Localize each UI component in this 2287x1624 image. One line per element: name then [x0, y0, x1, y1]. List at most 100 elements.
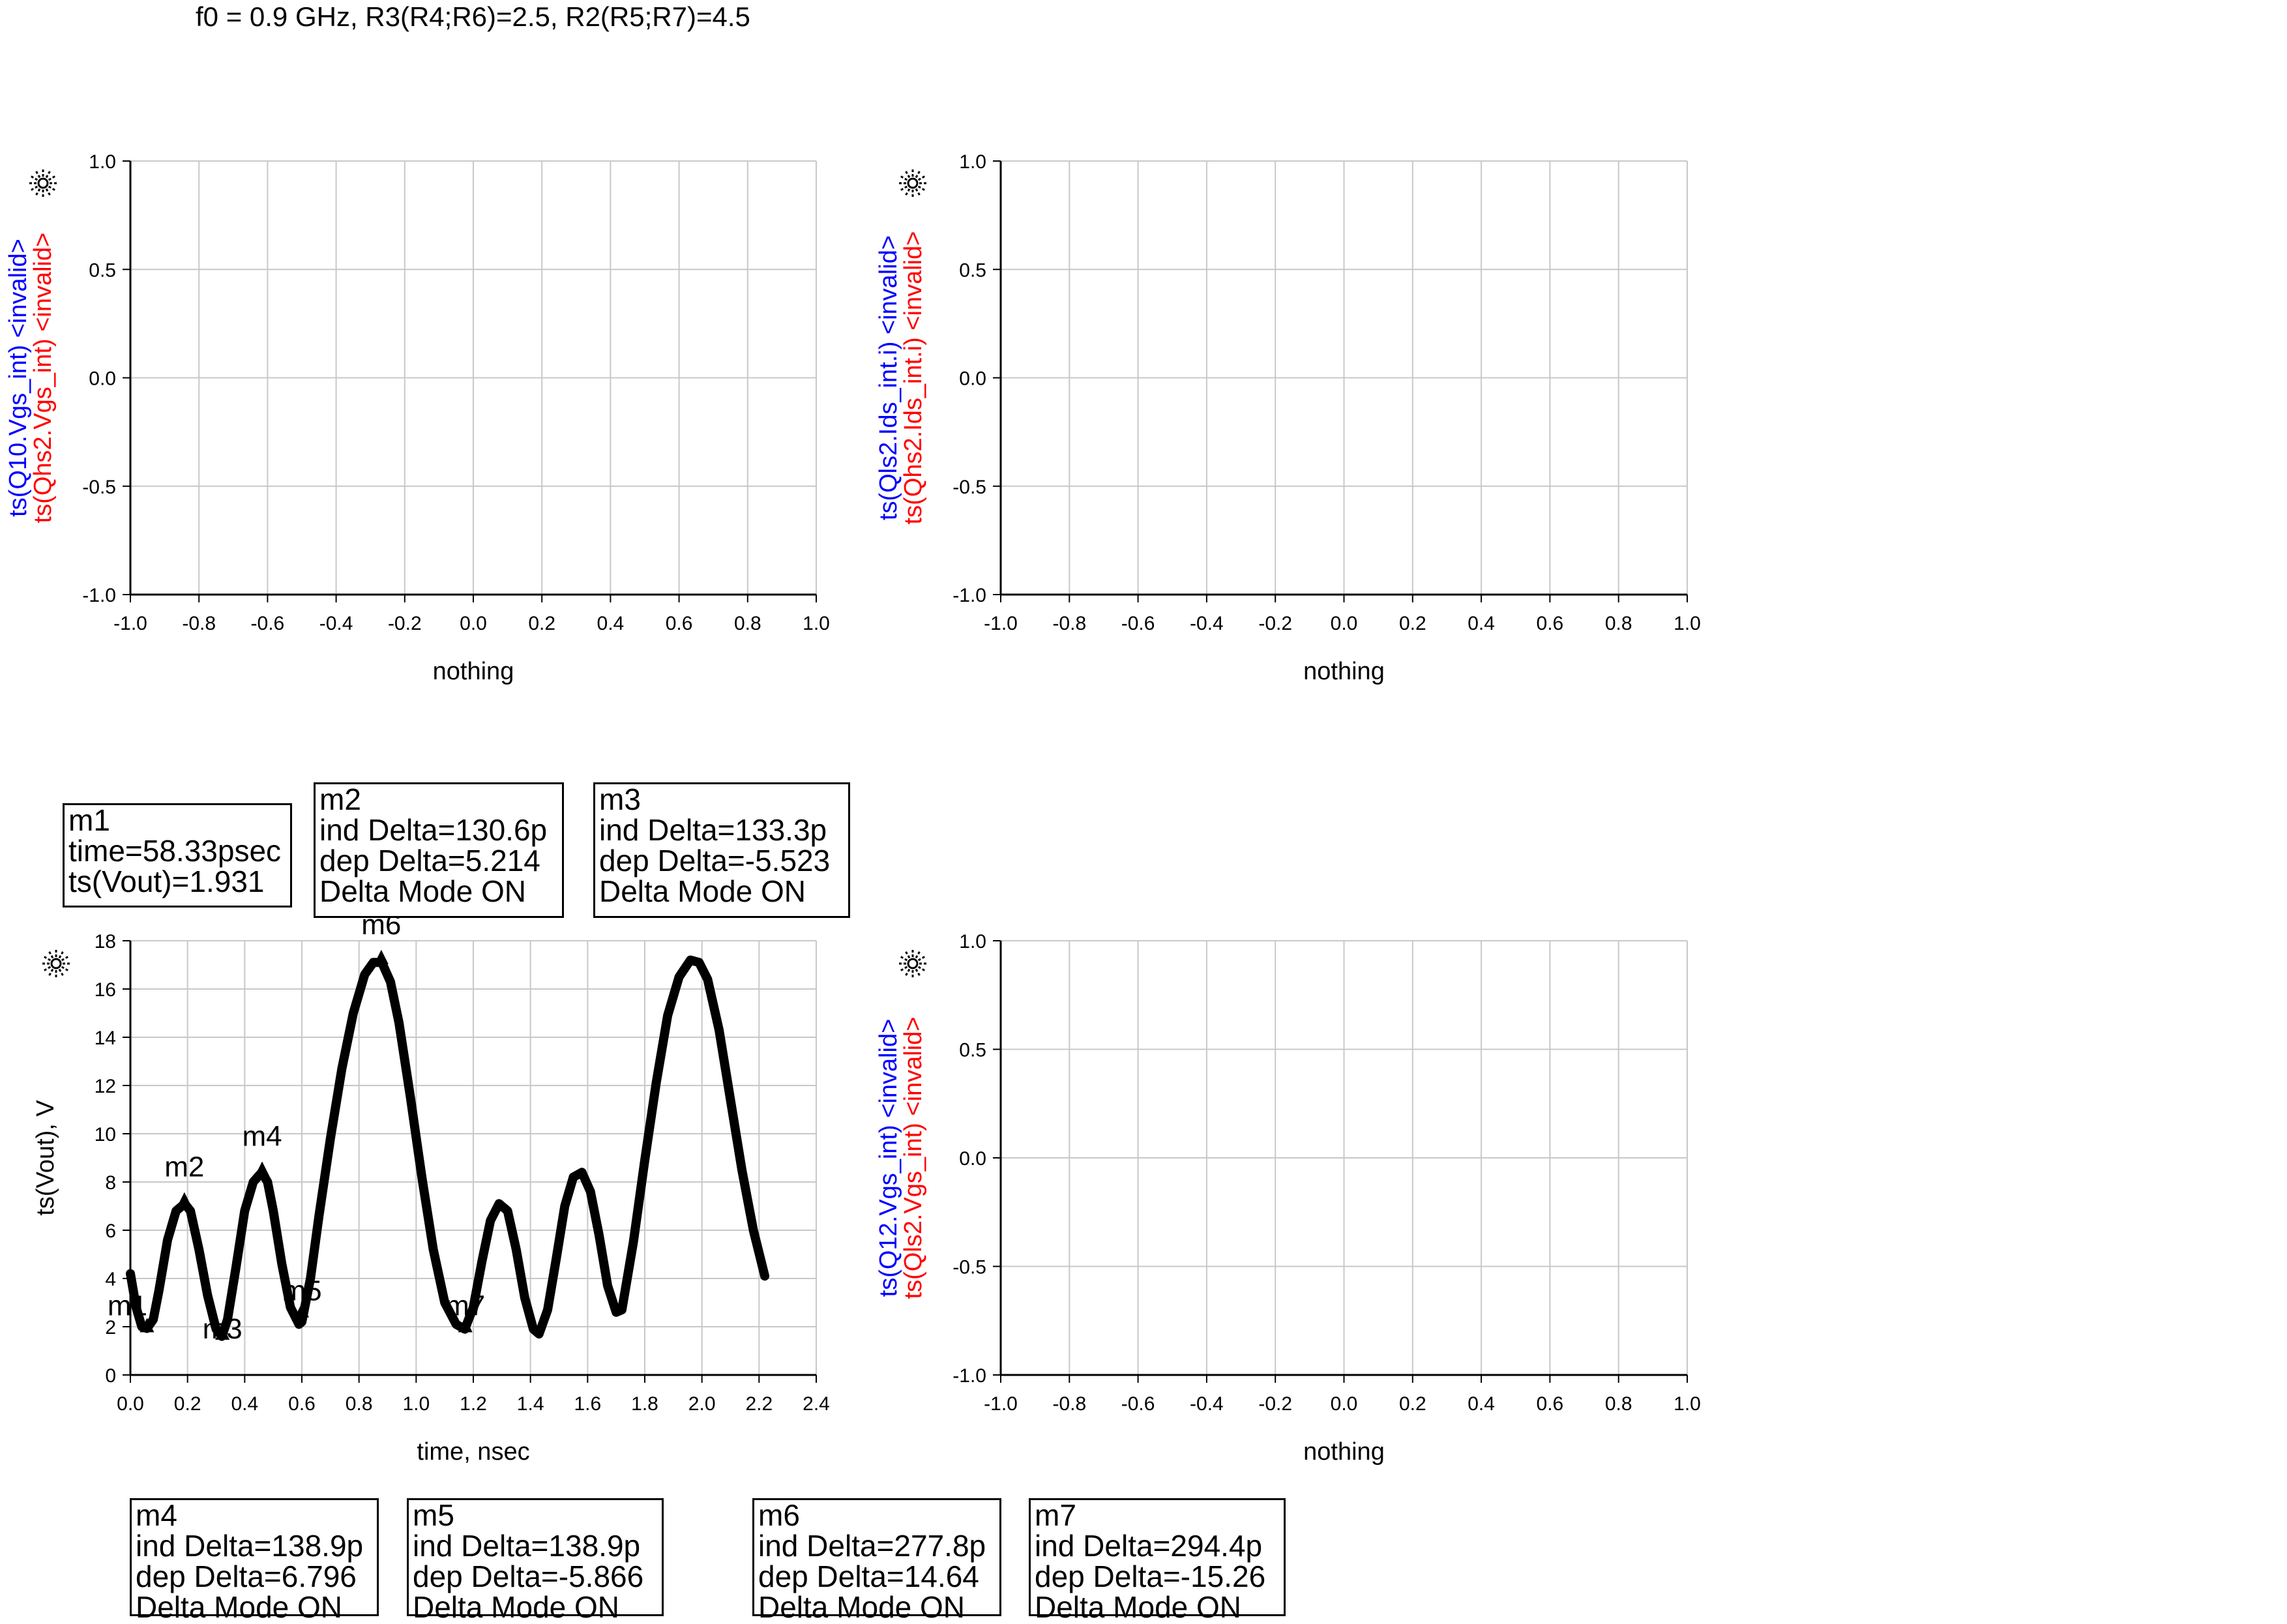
y-tick-label: 1.0	[959, 931, 986, 952]
icon-ray	[45, 169, 52, 179]
page-title: f0 = 0.9 GHz, R3(R4;R6)=2.5, R2(R5;R7)=4…	[196, 1, 750, 32]
plot-2: -1.0 -0.8 -0.6 -0.4 -0.2 0.0 0.2 0.4 0.6 0.8 1.0 1.…	[875, 151, 1701, 685]
marker-triangle	[140, 1318, 155, 1333]
marker-box-m6[interactable]: m6 ind Delta=277.8p dep Delta=14.64 Delt…	[752, 1498, 1001, 1623]
y-tick-label: -0.5	[952, 477, 986, 498]
y-tick-label: 0.5	[959, 259, 986, 281]
x-tick-label: -0.4	[1190, 1393, 1224, 1415]
icon-ray	[915, 968, 922, 978]
marker-box-line: m3	[599, 782, 641, 816]
marker-box-line: m6	[758, 1498, 800, 1532]
marker-box-line: Delta Mode ON	[1035, 1590, 1242, 1624]
icon-core	[37, 177, 49, 189]
marker-triangle	[374, 949, 389, 964]
x-tick-label: -0.6	[1121, 613, 1155, 634]
x-tick-label: 0.6	[666, 613, 693, 634]
y-tick-label: 18	[95, 931, 116, 952]
marker-box-m7[interactable]: m7 ind Delta=294.4p dep Delta=-15.26 Del…	[1029, 1498, 1286, 1623]
marker-box-line: ind Delta=294.4p	[1035, 1529, 1263, 1563]
marker-triangle	[295, 1303, 309, 1318]
marker-box-line: m2	[319, 782, 361, 816]
icon-core	[50, 958, 62, 969]
y-tick-label: -1.0	[952, 585, 986, 606]
x-tick-label: 2.2	[745, 1393, 773, 1415]
y-tick-label: 0.0	[89, 368, 116, 390]
y-axis-label-suffix: <invalid>	[875, 1019, 902, 1118]
x-tick-label: 2.0	[688, 1393, 716, 1415]
marker-box-line: dep Delta=-5.523	[599, 844, 831, 878]
x-tick-label: 1.6	[574, 1393, 601, 1415]
icon-ray	[34, 188, 41, 198]
x-tick-label: -1.0	[113, 613, 147, 634]
x-tick-label: 0.2	[528, 613, 555, 634]
x-tick-label: 2.4	[803, 1393, 830, 1415]
y-axis-label-series: ts(Q12.Vgs_int) <invalid>	[875, 1019, 902, 1297]
y-axis-label-series: ts(Q10.Vgs_int) <invalid>	[5, 239, 32, 517]
x-tick-label: -0.2	[1258, 613, 1292, 634]
marker-box-line: ind Delta=138.9p	[413, 1529, 641, 1563]
marker-box-line: m1	[68, 803, 110, 837]
y-axis-label-text: ts(Q12.Vgs_int)	[875, 1118, 902, 1297]
icon-ray	[917, 174, 927, 181]
x-tick-label: 0.2	[1399, 613, 1426, 634]
marker-box-line: time=58.33psec	[68, 834, 282, 868]
icon-ray	[898, 966, 908, 973]
y-axis-label-suffix: <invalid>	[875, 235, 902, 334]
icon-ray	[904, 949, 911, 959]
x-tick-label: 0.8	[1605, 1393, 1632, 1415]
icon-ray	[61, 966, 70, 973]
y-tick-label: 10	[95, 1124, 116, 1145]
icon-ray	[48, 185, 57, 192]
icon-ray	[58, 968, 65, 978]
y-tick-label: -1.0	[952, 1365, 986, 1387]
icon-ray	[58, 949, 65, 959]
x-tick-label: 0.8	[734, 613, 761, 634]
y-tick-label: 6	[105, 1220, 116, 1242]
x-tick-label: 0.0	[460, 613, 487, 634]
x-axis-label: nothing	[1303, 658, 1385, 685]
marker-label: m4	[243, 1121, 282, 1153]
marker-triangle	[255, 1161, 270, 1176]
marker-label: m1	[108, 1290, 147, 1322]
marker-triangle	[215, 1325, 230, 1340]
x-axis-label: time, nsec	[417, 1438, 529, 1466]
marker-box-line: ind Delta=277.8p	[758, 1529, 986, 1563]
marker-label: m2	[164, 1151, 204, 1183]
y-tick-label: 0.5	[959, 1040, 986, 1061]
y-axis-label-text: ts(Q10.Vgs_int)	[5, 338, 32, 517]
marker-box-line: Delta Mode ON	[319, 874, 527, 908]
marker-box-m5[interactable]: m5 ind Delta=138.9p dep Delta=-5.866 Del…	[407, 1498, 664, 1623]
marker-box-m2[interactable]: m2 ind Delta=130.6p dep Delta=5.214 Delt…	[314, 782, 564, 918]
icon-ray	[904, 188, 911, 198]
x-tick-label: -0.6	[1121, 1393, 1155, 1415]
y-axis-label-text: ts(Qhs2.Ids_int.i)	[900, 331, 927, 525]
marker-label: m3	[203, 1313, 243, 1345]
marker-triangle	[458, 1318, 473, 1333]
icon-ray	[42, 966, 52, 973]
y-tick-label: -1.0	[82, 585, 116, 606]
marker-box-m1[interactable]: m1 time=58.33psec ts(Vout)=1.931	[63, 803, 292, 908]
icon-ray	[47, 968, 54, 978]
x-tick-label: 0.6	[288, 1393, 316, 1415]
marker-box-m4[interactable]: m4 ind Delta=138.9p dep Delta=6.796 Delt…	[130, 1498, 379, 1623]
icon-core	[907, 177, 919, 189]
x-tick-label: 0.0	[117, 1393, 144, 1415]
marker-box-line: m7	[1035, 1498, 1076, 1532]
x-tick-label: -0.6	[251, 613, 285, 634]
y-axis-label-series: ts(Qhs2.Vgs_int) <invalid>	[29, 233, 57, 524]
icon-ray	[29, 185, 38, 192]
marker-box-line: ind Delta=133.3p	[599, 813, 827, 847]
x-tick-label: 0.6	[1537, 1393, 1564, 1415]
icon-ray	[898, 174, 908, 181]
x-tick-label: 1.8	[631, 1393, 658, 1415]
marker-box-line: dep Delta=-5.866	[413, 1559, 644, 1593]
series-line	[126, 955, 770, 1341]
x-tick-label: 0.2	[1399, 1393, 1426, 1415]
marker-box-line: m4	[136, 1498, 177, 1532]
y-tick-label: 12	[95, 1076, 116, 1097]
icon-ray	[34, 169, 41, 179]
y-tick-label: 16	[95, 979, 116, 1001]
marker-box-line: ts(Vout)=1.931	[68, 864, 265, 898]
marker-box-m3[interactable]: m3 ind Delta=133.3p dep Delta=-5.523 Del…	[593, 782, 850, 918]
x-tick-label: -0.2	[388, 613, 422, 634]
